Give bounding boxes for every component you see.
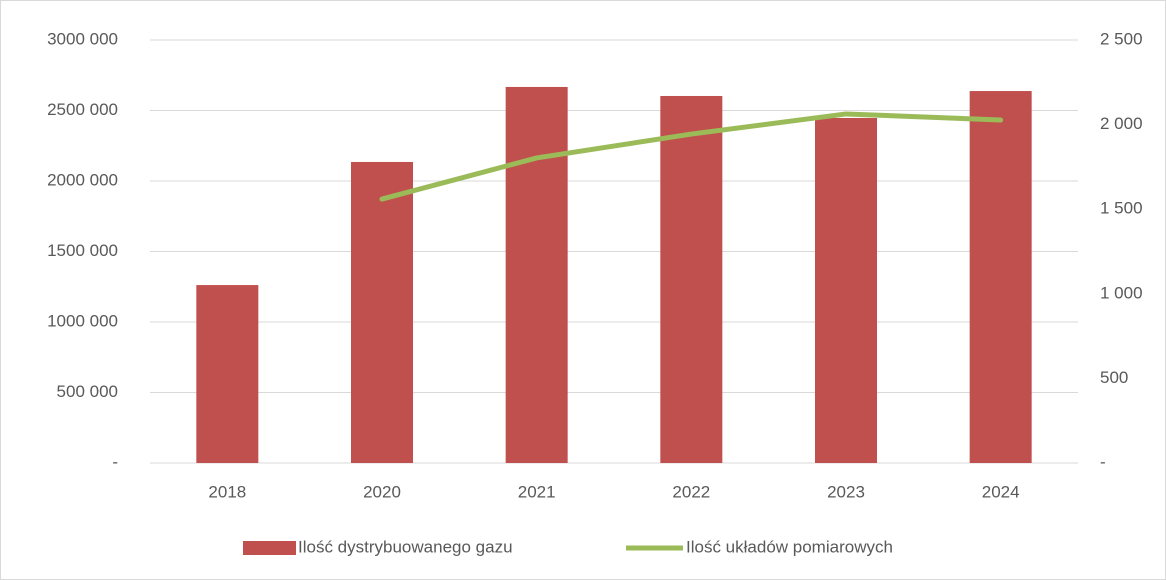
bar: [969, 91, 1032, 464]
y-tick-label: 2500 000: [47, 100, 118, 119]
y-tick-label: -: [112, 452, 118, 471]
bar: [196, 285, 259, 463]
y-tick-label: 3000 000: [47, 29, 118, 48]
y-tick-label: 1500 000: [47, 241, 118, 260]
x-tick-label: 2020: [363, 482, 401, 501]
x-tick-label: 2024: [982, 482, 1020, 501]
legend-label: Ilość układów pomiarowych: [686, 537, 893, 556]
line: [379, 111, 1004, 202]
x-tick-label: 2023: [827, 482, 865, 501]
y2-tick-label: 500: [1100, 368, 1128, 387]
legend-label: Ilość dystrybuowanego gazu: [298, 537, 513, 556]
y2-tick-label: 2 500: [1100, 29, 1143, 48]
x-tick-label: 2018: [208, 482, 246, 501]
legend-swatch: [243, 541, 296, 555]
x-tick-label: 2021: [518, 482, 556, 501]
bar: [505, 86, 568, 463]
bar: [660, 95, 723, 464]
y-tick-label: 500 000: [57, 382, 118, 401]
y2-tick-label: 2 000: [1100, 114, 1143, 133]
bar: [815, 117, 877, 464]
y-tick-label: 1000 000: [47, 311, 118, 330]
bar: [351, 161, 413, 463]
y2-tick-label: 1 500: [1100, 199, 1143, 218]
x-tick-label: 2022: [672, 482, 710, 501]
y-tick-label: 2000 000: [47, 170, 118, 189]
y2-tick-label: -: [1100, 452, 1106, 471]
y2-tick-label: 1 000: [1100, 283, 1143, 302]
